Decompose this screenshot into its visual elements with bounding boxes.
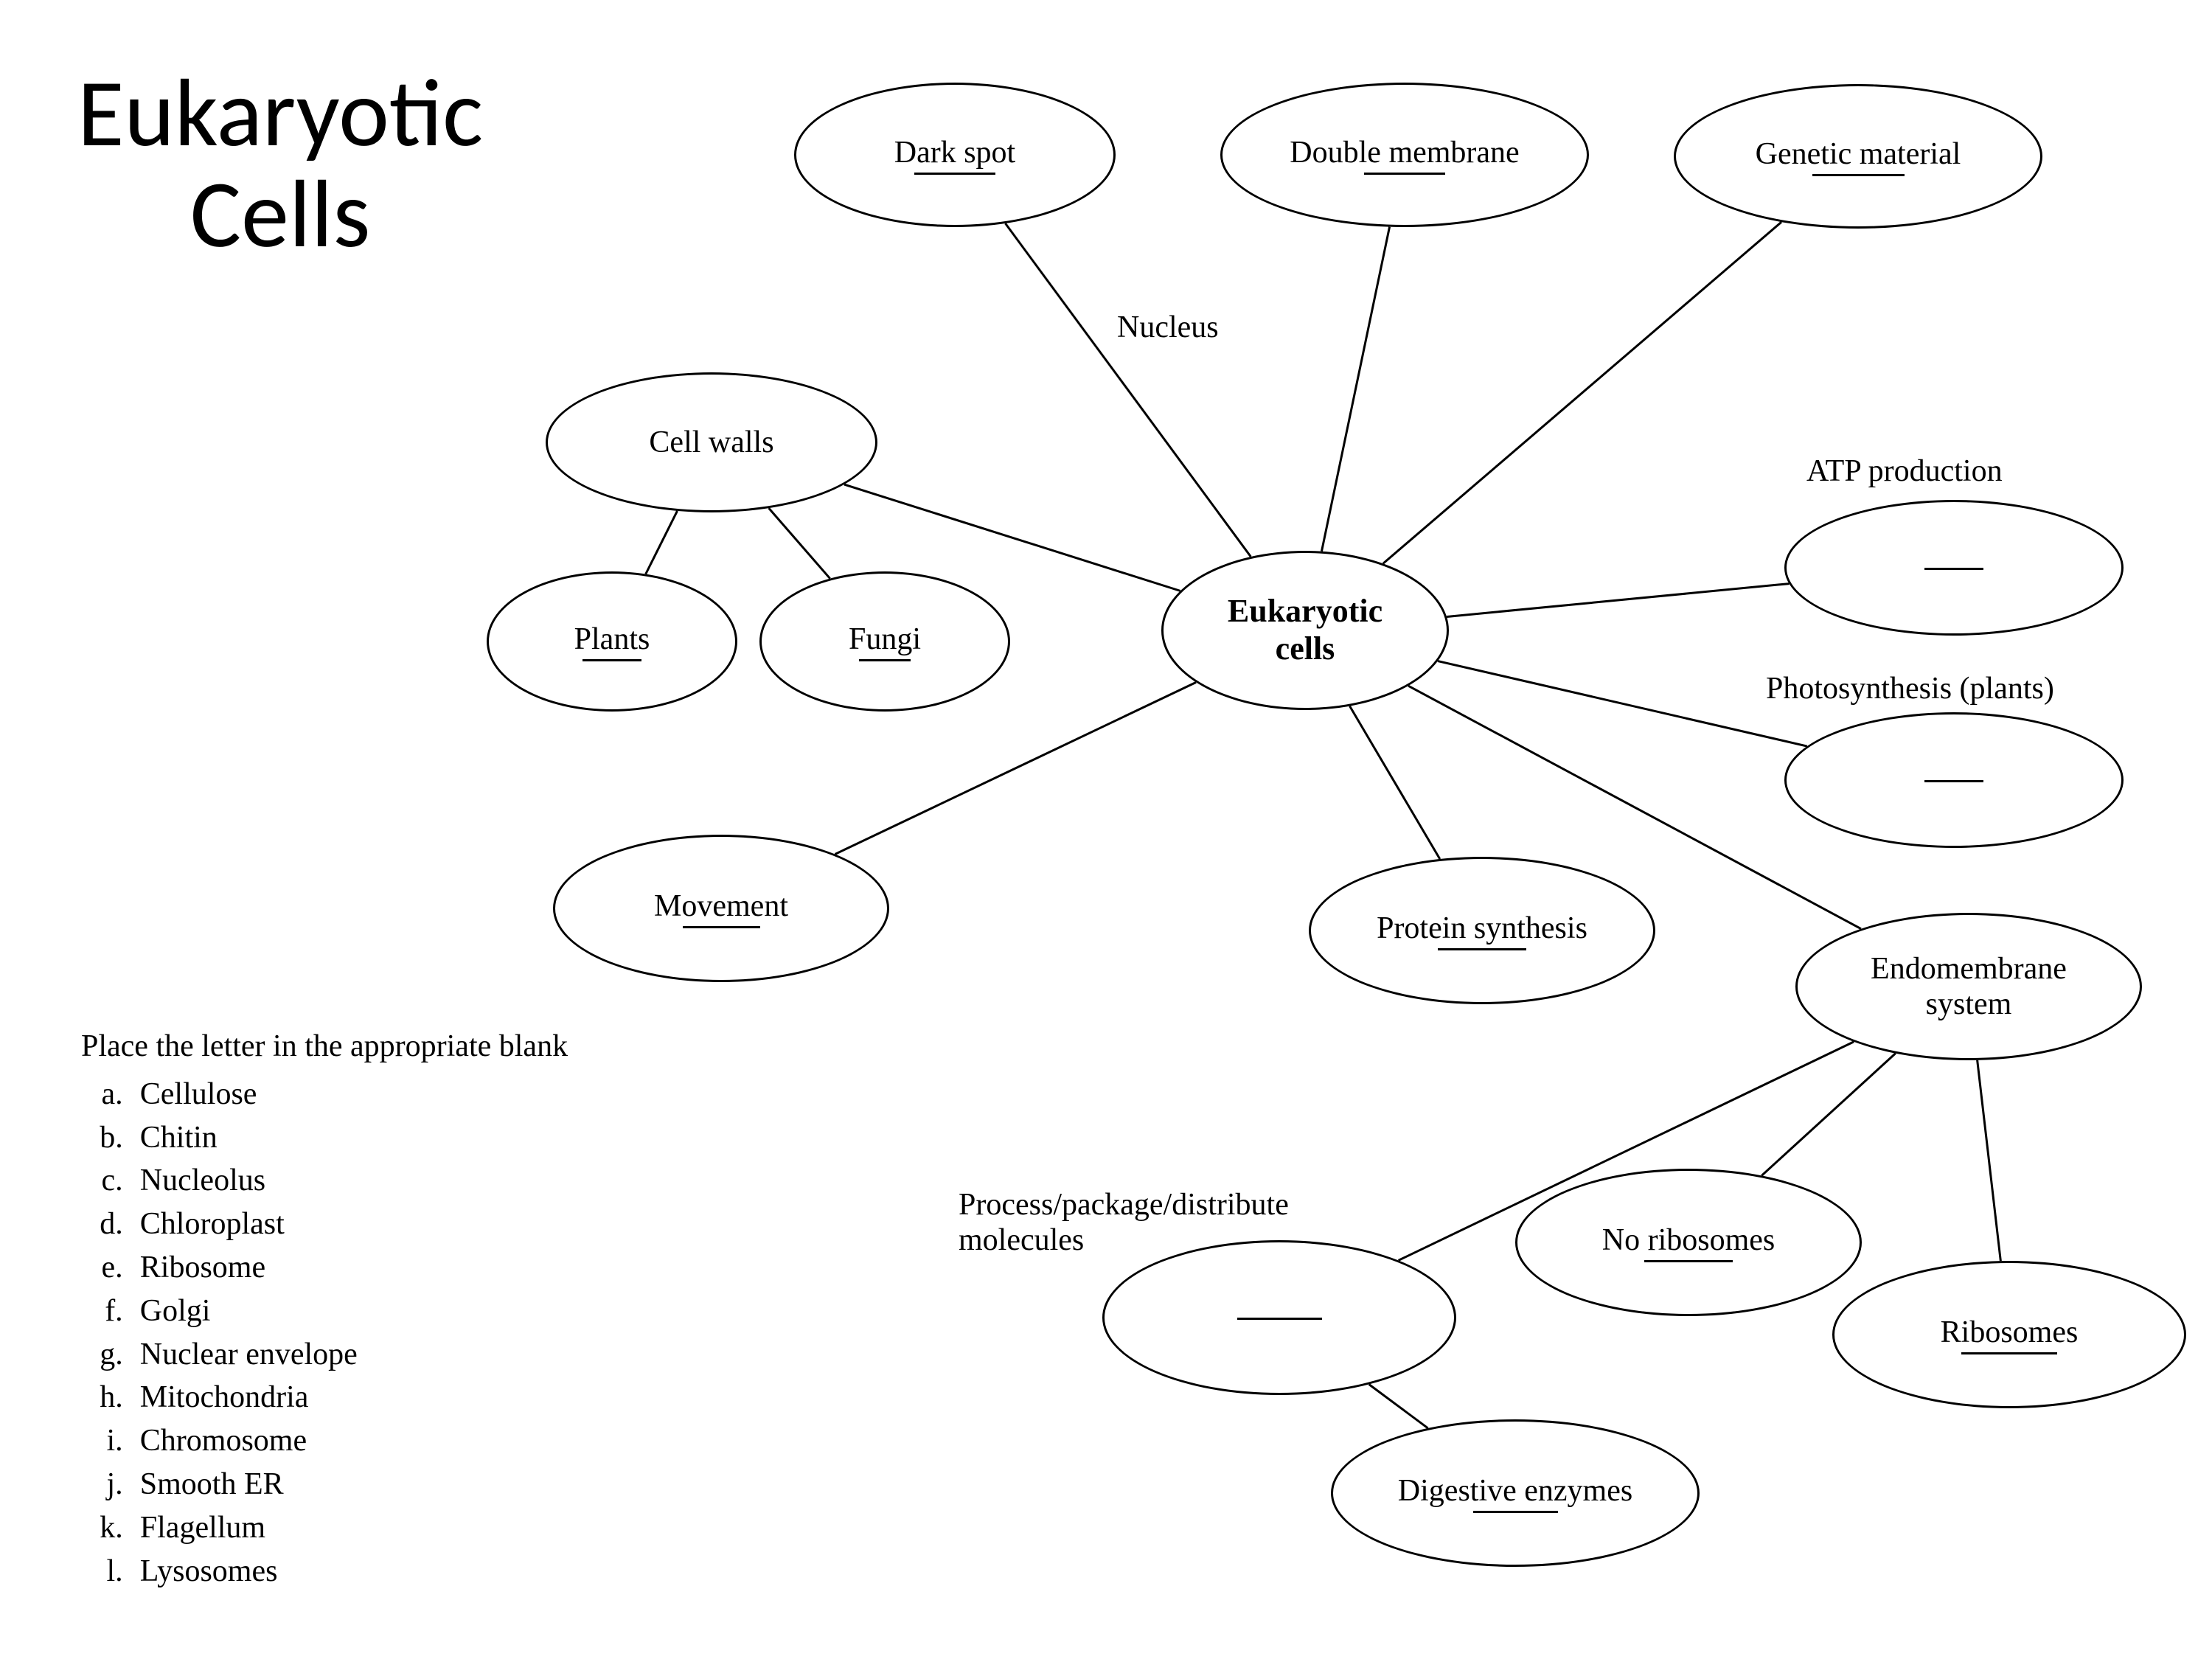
node-digest: Digestive enzymes bbox=[1331, 1419, 1700, 1567]
node-center: Eukaryotic cells bbox=[1161, 551, 1449, 710]
node-label: No ribosomes bbox=[1602, 1222, 1775, 1258]
node-ribo: Ribosomes bbox=[1832, 1261, 2186, 1408]
answer-option: Smooth ER bbox=[131, 1463, 568, 1506]
edge-endo-ribo bbox=[1978, 1060, 2001, 1261]
node-protein: Protein synthesis bbox=[1309, 857, 1655, 1004]
node-label: Protein synthesis bbox=[1377, 911, 1587, 946]
answer-key-list: CelluloseChitinNucleolusChloroplastRibos… bbox=[81, 1073, 568, 1593]
node-photo bbox=[1784, 712, 2124, 848]
node-label: Genetic material bbox=[1756, 136, 1961, 172]
node-movement: Movement bbox=[553, 835, 889, 982]
edge-endo-noribo bbox=[1761, 1054, 1895, 1176]
answer-option: Nucleolus bbox=[131, 1159, 568, 1203]
node-label: Dark spot bbox=[894, 135, 1015, 170]
node-label: Cell walls bbox=[649, 425, 773, 460]
edge-center-dbl_membrane bbox=[1321, 227, 1389, 552]
answer-option: Mitochondria bbox=[131, 1376, 568, 1419]
node-cell_walls: Cell walls bbox=[546, 372, 877, 512]
node-atp bbox=[1784, 500, 2124, 636]
fill-in-blank[interactable] bbox=[1924, 568, 1983, 570]
answer-option: Chloroplast bbox=[131, 1203, 568, 1246]
instructions-block: Place the letter in the appropriate blan… bbox=[81, 1025, 568, 1593]
edge-cell_walls-plants bbox=[646, 511, 678, 574]
fill-in-blank[interactable] bbox=[1924, 780, 1983, 782]
answer-option: Nuclear envelope bbox=[131, 1333, 568, 1377]
fill-in-blank[interactable] bbox=[683, 926, 760, 928]
node-label: Ribosomes bbox=[1941, 1315, 2079, 1350]
node-label: Movement bbox=[654, 888, 788, 924]
fill-in-blank[interactable] bbox=[859, 659, 911, 661]
edge-center-genetic bbox=[1383, 222, 1781, 563]
edge-center-photo bbox=[1438, 661, 1807, 747]
fill-in-blank[interactable] bbox=[582, 659, 641, 661]
answer-option: Chitin bbox=[131, 1116, 568, 1160]
node-genetic: Genetic material bbox=[1674, 84, 2042, 229]
fill-in-blank[interactable] bbox=[914, 173, 995, 175]
node-endo: Endomembrane system bbox=[1795, 913, 2142, 1060]
node-plants: Plants bbox=[487, 571, 737, 712]
node-fungi: Fungi bbox=[759, 571, 1010, 712]
edge-ppd-digest bbox=[1369, 1385, 1428, 1428]
answer-option: Lysosomes bbox=[131, 1550, 568, 1593]
diagram-canvas: Eukaryotic Cells Eukaryotic cells Dark sp… bbox=[0, 0, 2212, 1659]
node-label: Endomembrane system bbox=[1871, 951, 2067, 1023]
fill-in-blank[interactable] bbox=[1438, 948, 1526, 950]
node-noribo: No ribosomes bbox=[1515, 1169, 1862, 1316]
node-ppd bbox=[1102, 1240, 1456, 1395]
instructions-heading: Place the letter in the appropriate blan… bbox=[81, 1025, 568, 1068]
edge-cell_walls-fungi bbox=[769, 508, 830, 578]
node-label: Plants bbox=[574, 622, 650, 657]
node-label: Digestive enzymes bbox=[1398, 1473, 1632, 1509]
answer-option: Cellulose bbox=[131, 1073, 568, 1116]
node-label: Eukaryotic cells bbox=[1228, 593, 1382, 667]
answer-option: Chromosome bbox=[131, 1419, 568, 1463]
answer-option: Flagellum bbox=[131, 1506, 568, 1550]
fill-in-blank[interactable] bbox=[1473, 1511, 1558, 1513]
fill-in-blank[interactable] bbox=[1961, 1352, 2057, 1354]
edge-center-atp bbox=[1447, 584, 1789, 617]
node-label: Double membrane bbox=[1290, 135, 1519, 170]
node-dark_spot: Dark spot bbox=[794, 83, 1116, 227]
label-photo_lbl: Photosynthesis (plants) bbox=[1766, 671, 2054, 706]
fill-in-blank[interactable] bbox=[1364, 173, 1445, 175]
node-dbl_membrane: Double membrane bbox=[1220, 83, 1589, 227]
fill-in-blank[interactable] bbox=[1237, 1318, 1322, 1320]
page-title: Eukaryotic Cells bbox=[77, 63, 483, 264]
node-label: Fungi bbox=[849, 622, 921, 657]
answer-option: Golgi bbox=[131, 1290, 568, 1333]
answer-option: Ribosome bbox=[131, 1246, 568, 1290]
label-atp_lbl: ATP production bbox=[1806, 453, 2003, 489]
fill-in-blank[interactable] bbox=[1644, 1260, 1733, 1262]
label-ppd_lbl: Process/package/distribute molecules bbox=[959, 1187, 1289, 1259]
label-nucleus_lbl: Nucleus bbox=[1117, 310, 1219, 345]
edge-center-dark_spot bbox=[1006, 223, 1251, 557]
fill-in-blank[interactable] bbox=[1812, 174, 1905, 176]
edge-center-protein bbox=[1350, 706, 1440, 859]
